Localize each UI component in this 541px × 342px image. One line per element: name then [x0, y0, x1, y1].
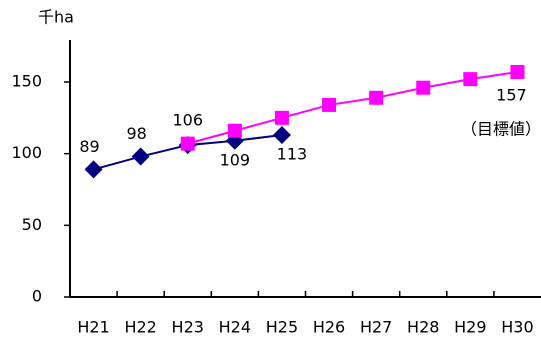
y-tick-label: 150 — [11, 72, 42, 91]
x-tick-label: H26 — [313, 318, 345, 337]
annotation: （目標値） — [461, 120, 541, 139]
x-tick-label: H22 — [124, 318, 156, 337]
x-tick-label: H28 — [407, 318, 439, 337]
x-tick-label: H25 — [266, 318, 298, 337]
x-tick-label: H30 — [501, 318, 533, 337]
data-label: 89 — [79, 137, 99, 156]
x-tick-label: H23 — [172, 318, 204, 337]
marker — [510, 64, 525, 79]
data-label: 113 — [277, 145, 308, 164]
y-tick-label: 100 — [11, 143, 42, 162]
marker — [180, 136, 195, 151]
x-tick-label: H21 — [77, 318, 109, 337]
series-line — [187, 70, 518, 145]
y-tick-label: 50 — [22, 215, 42, 234]
marker — [369, 90, 384, 105]
marker — [416, 80, 431, 95]
marker — [227, 123, 242, 138]
x-tick-label: H24 — [219, 318, 251, 337]
x-tick-label: H27 — [360, 318, 392, 337]
data-label: 157 — [496, 85, 527, 104]
marker — [322, 97, 337, 112]
marker — [272, 126, 291, 145]
marker — [463, 72, 478, 87]
y-tick-label: 0 — [32, 287, 42, 306]
x-tick-label: H29 — [454, 318, 486, 337]
marker — [274, 110, 289, 125]
data-label: 109 — [220, 150, 251, 169]
data-label: 98 — [126, 124, 146, 143]
data-label: 106 — [172, 111, 203, 130]
marker — [131, 147, 150, 166]
marker — [84, 160, 103, 179]
y-axis-label: 千ha — [38, 8, 74, 27]
